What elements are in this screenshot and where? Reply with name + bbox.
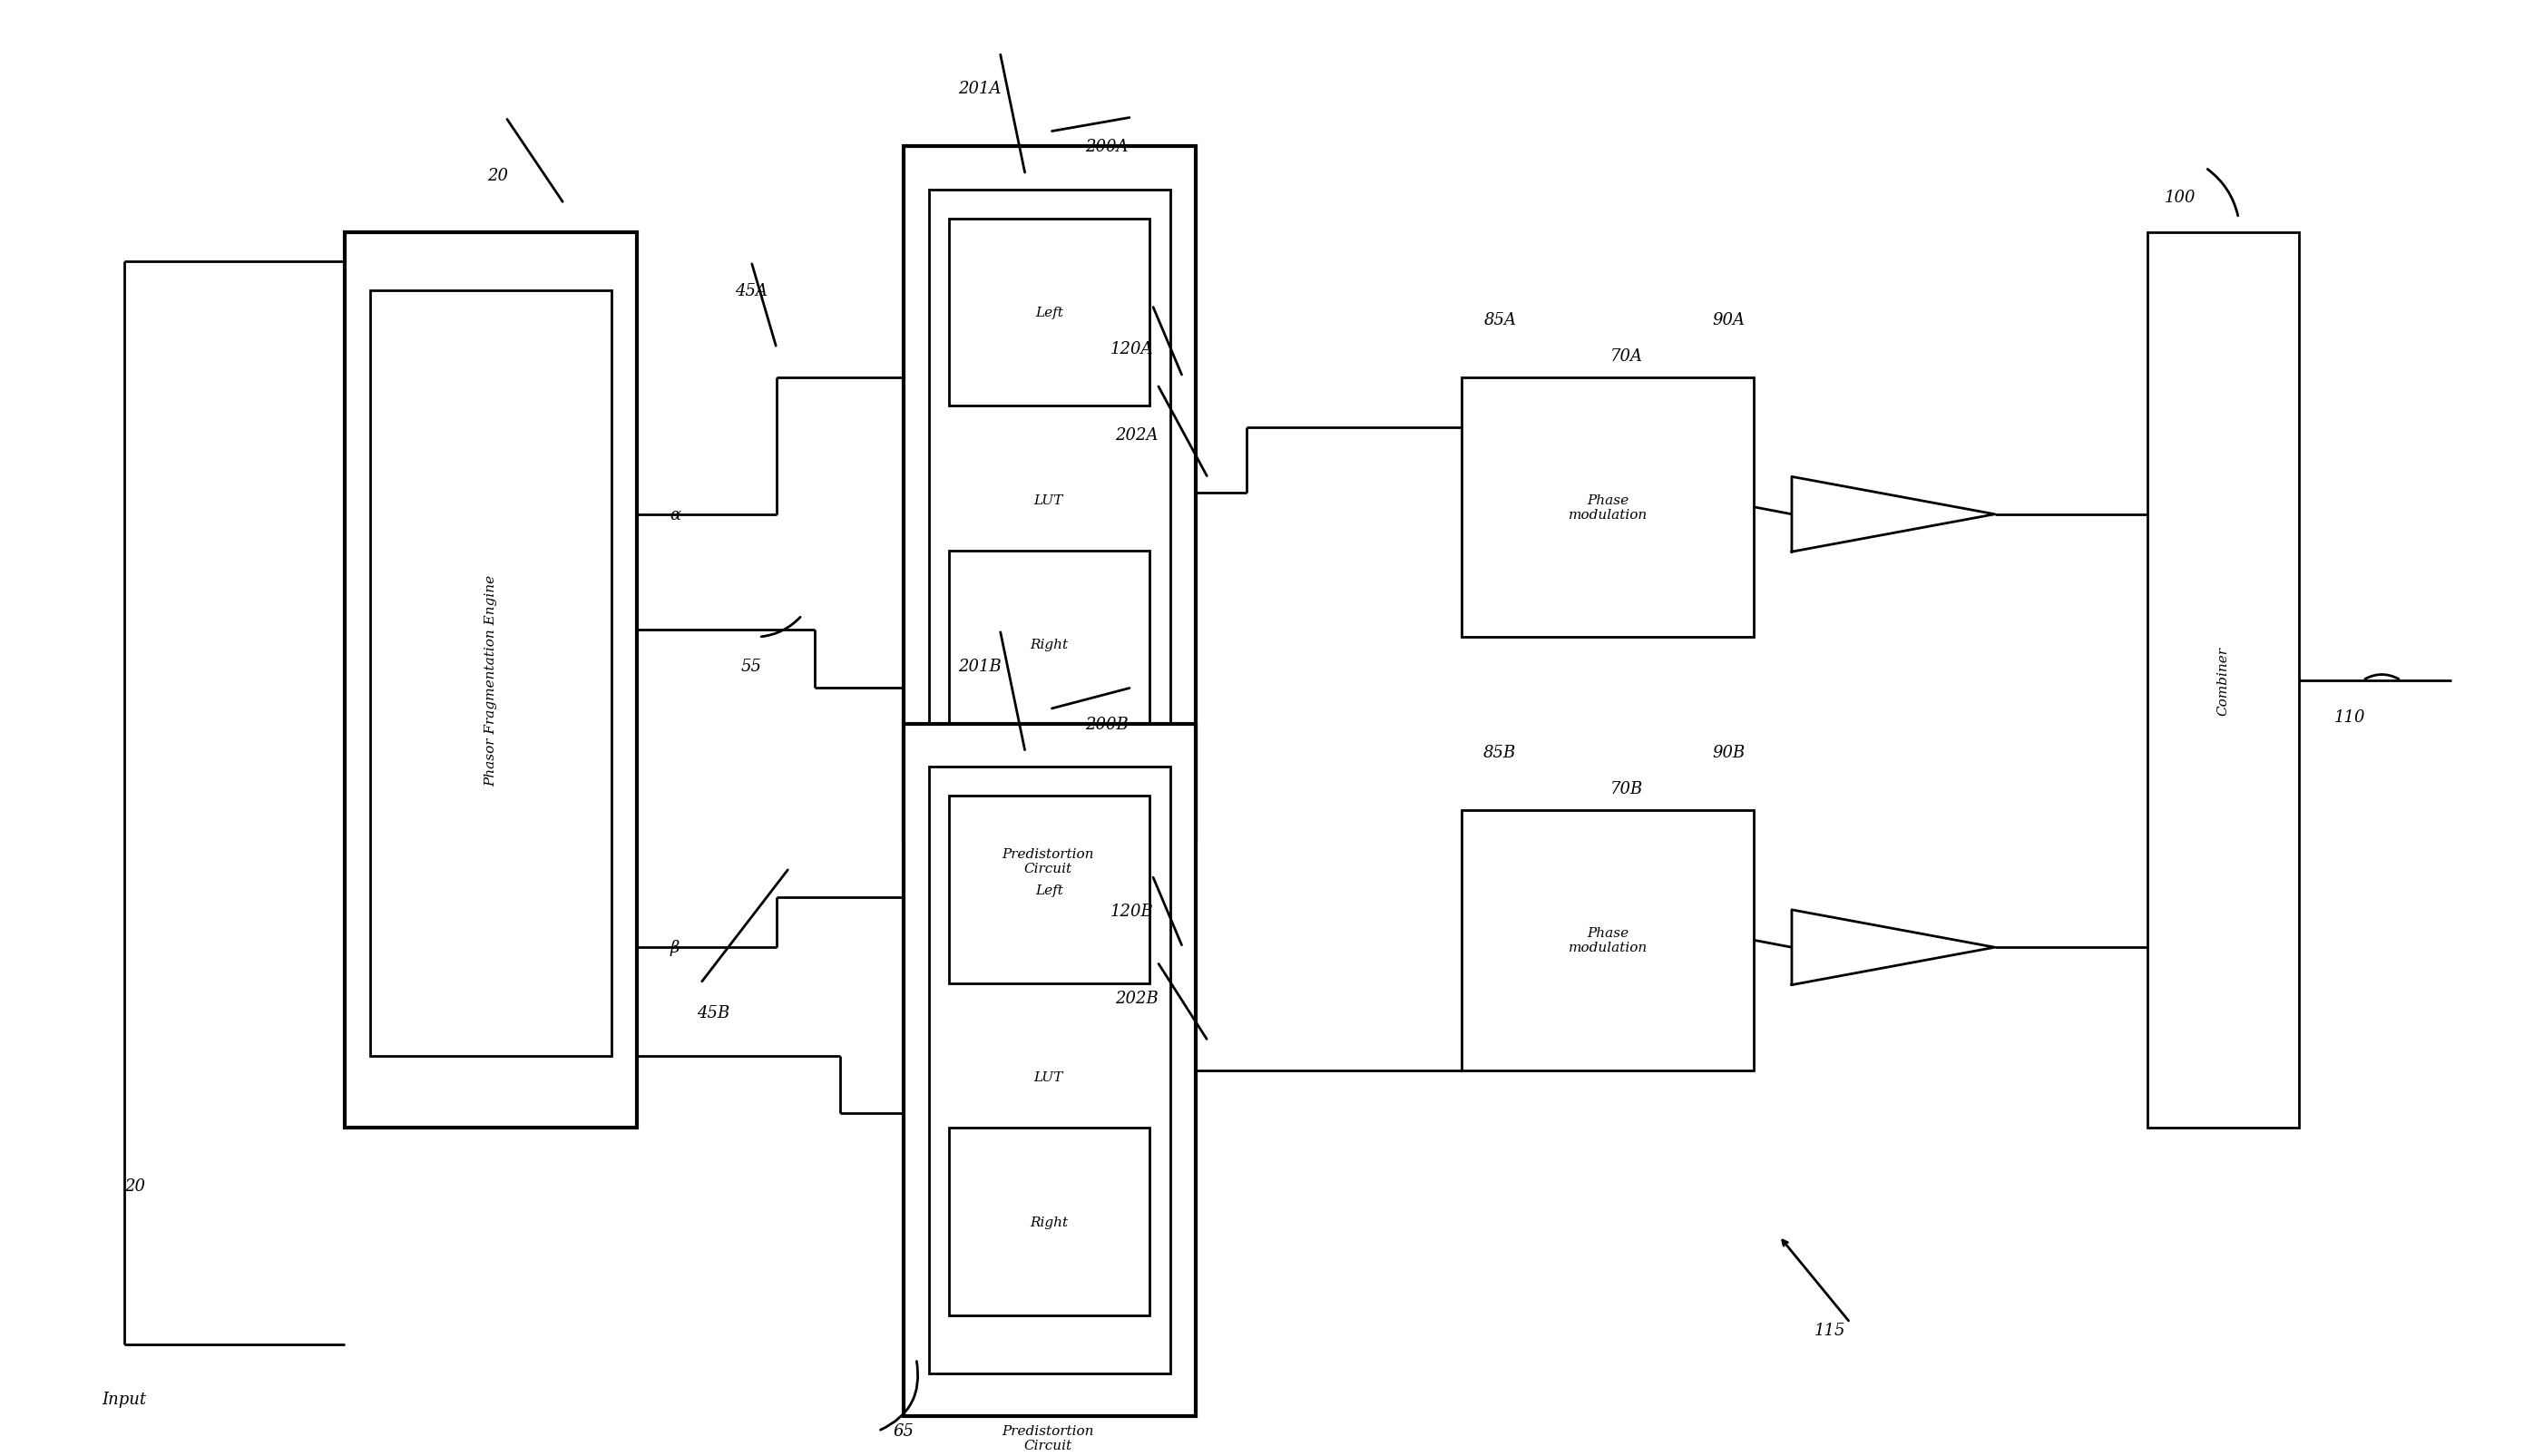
Text: 90B: 90B (1711, 744, 1744, 761)
Bar (1462, 811, 1755, 1070)
Bar (928, 191, 1170, 796)
Text: α: α (669, 507, 682, 523)
Text: β: β (671, 939, 679, 955)
Text: Phasor Fragmentation Engine: Phasor Fragmentation Engine (486, 575, 498, 786)
Text: 110: 110 (2334, 709, 2365, 725)
Bar (346, 233, 636, 1128)
Bar (949, 218, 1149, 406)
Text: Left: Left (1035, 884, 1063, 897)
Text: 70A: 70A (1610, 348, 1643, 364)
Text: Right: Right (1030, 638, 1068, 651)
Bar (949, 1128, 1149, 1316)
Text: 65: 65 (893, 1423, 913, 1439)
Text: Input: Input (102, 1390, 147, 1408)
Text: 85B: 85B (1483, 744, 1516, 761)
Text: Phase
modulation: Phase modulation (1569, 494, 1648, 521)
Text: 120A: 120A (1111, 341, 1155, 357)
Bar (1462, 377, 1755, 638)
Text: Left: Left (1035, 306, 1063, 319)
Bar (371, 291, 613, 1056)
Text: Phase
modulation: Phase modulation (1569, 926, 1648, 954)
Text: Right: Right (1030, 1216, 1068, 1227)
Text: 202A: 202A (1116, 427, 1160, 444)
Text: Combiner: Combiner (2217, 646, 2230, 715)
Bar (2146, 233, 2299, 1128)
Text: 100: 100 (2164, 189, 2195, 205)
Text: Predistortion
Circuit: Predistortion Circuit (1002, 847, 1093, 875)
Text: Predistortion
Circuit: Predistortion Circuit (1002, 1424, 1093, 1452)
Text: 200B: 200B (1086, 716, 1129, 732)
Text: 85A: 85A (1483, 312, 1516, 328)
Bar (928, 767, 1170, 1373)
Text: 90A: 90A (1711, 312, 1744, 328)
Text: 115: 115 (1813, 1322, 1846, 1338)
Text: 202B: 202B (1116, 990, 1160, 1006)
Text: 70B: 70B (1610, 780, 1643, 796)
Text: 201A: 201A (959, 82, 1002, 98)
Text: 45B: 45B (697, 1005, 730, 1021)
Text: 20: 20 (488, 167, 509, 183)
Bar (903, 724, 1195, 1417)
Text: 20: 20 (125, 1178, 145, 1194)
Bar (903, 147, 1195, 840)
Text: LUT: LUT (1032, 1072, 1063, 1083)
Bar (949, 550, 1149, 738)
Text: 200A: 200A (1086, 138, 1129, 154)
Text: 120B: 120B (1111, 903, 1155, 920)
Text: 55: 55 (740, 658, 763, 674)
Text: 201B: 201B (959, 658, 1002, 674)
Text: 45A: 45A (735, 282, 768, 300)
Bar (949, 796, 1149, 984)
Text: LUT: LUT (1032, 494, 1063, 507)
